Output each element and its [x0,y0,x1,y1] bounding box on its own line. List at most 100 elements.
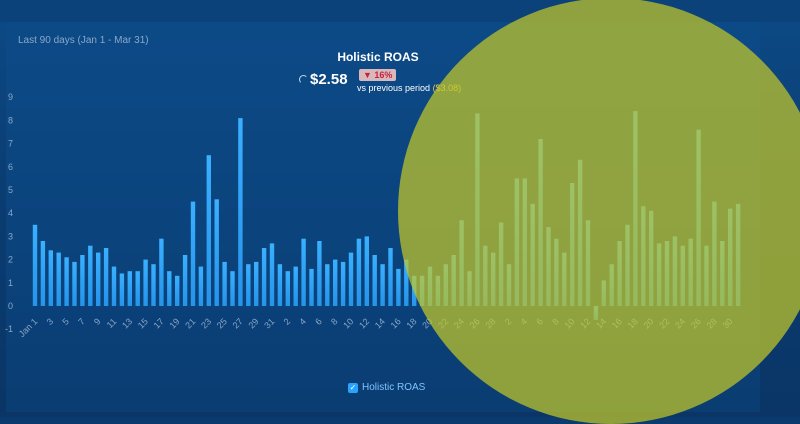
bar[interactable] [530,203,535,306]
bar[interactable] [585,220,591,306]
bar[interactable] [467,271,472,306]
bar[interactable] [475,113,480,307]
bar[interactable] [48,250,53,306]
bar[interactable] [151,264,156,306]
bar[interactable] [577,159,583,306]
bar[interactable] [380,264,385,306]
bar[interactable] [333,259,338,306]
bar[interactable] [175,275,180,306]
bar[interactable] [427,266,433,306]
bar[interactable] [206,155,211,306]
bar[interactable] [538,139,543,306]
bar[interactable] [633,111,638,306]
bar[interactable] [254,261,259,306]
bar[interactable] [293,266,298,306]
bar[interactable] [609,264,614,306]
bar[interactable] [72,261,77,306]
bar[interactable] [230,271,235,306]
bar[interactable] [301,238,306,306]
bar[interactable] [649,210,654,306]
bar[interactable] [735,203,741,306]
bar[interactable] [190,201,196,306]
bar[interactable] [261,248,267,306]
x-tick-label: 12 [578,316,592,330]
bar[interactable] [56,252,61,306]
bar[interactable] [459,220,464,306]
bar[interactable] [554,238,559,306]
bar[interactable] [396,268,401,306]
bar[interactable] [340,261,346,306]
bar[interactable] [570,183,575,306]
bar[interactable] [435,275,441,306]
bar[interactable] [546,227,551,306]
bar[interactable] [364,236,369,306]
bar[interactable] [656,243,662,306]
bar[interactable] [222,261,227,306]
bar[interactable] [704,245,709,306]
x-tick-label: 19 [167,316,181,330]
bar[interactable] [127,271,132,306]
bar[interactable] [593,306,599,320]
y-tick-label: -1 [5,324,13,334]
bar[interactable] [96,252,101,306]
bar[interactable] [506,264,512,306]
bar[interactable] [246,264,251,306]
bar[interactable] [664,241,670,306]
bar[interactable] [617,241,622,306]
bar[interactable] [348,252,354,306]
bar[interactable] [514,178,520,306]
bar[interactable] [135,271,140,306]
bar[interactable] [167,271,172,306]
bar[interactable] [625,224,630,306]
bar[interactable] [285,271,290,306]
x-tick-label: 9 [92,316,103,327]
bar[interactable] [688,238,693,306]
bar[interactable] [412,275,417,306]
bar[interactable] [419,275,425,306]
bar[interactable] [88,245,93,306]
bar[interactable] [309,268,314,306]
bar[interactable] [443,264,448,306]
bar[interactable] [372,255,377,306]
bar[interactable] [40,241,46,306]
bar[interactable] [672,236,678,306]
bar[interactable] [32,224,38,306]
bar[interactable] [483,245,488,306]
bar[interactable] [680,245,685,306]
bar[interactable] [269,243,275,306]
bar[interactable] [159,238,164,306]
bar[interactable] [562,252,567,306]
bar[interactable] [388,248,393,306]
bar[interactable] [498,222,504,307]
bar[interactable] [451,255,456,306]
bar[interactable] [720,241,725,306]
bar[interactable] [522,178,527,306]
bar[interactable] [491,252,496,306]
bar[interactable] [696,129,701,306]
bar[interactable] [641,206,646,306]
legend-label: Holistic ROAS [362,382,426,393]
bar[interactable] [712,201,717,306]
bar[interactable] [198,266,204,306]
bar[interactable] [404,259,409,306]
bar[interactable] [111,266,117,306]
bar[interactable] [728,208,733,306]
x-tick-label: Jan 1 [17,316,40,339]
bar[interactable] [356,238,362,306]
bar[interactable] [103,248,109,306]
bar[interactable] [119,273,125,307]
bar[interactable] [143,259,148,306]
bar[interactable] [182,255,188,306]
bar[interactable] [64,257,69,306]
bar[interactable] [601,280,606,307]
compare-label: vs previous period [357,83,431,93]
bar[interactable] [317,241,322,306]
bar[interactable] [277,264,283,306]
legend-item[interactable]: ✓ Holistic ROAS [348,382,425,393]
x-tick-label: 2 [503,316,514,327]
bar[interactable] [238,118,243,306]
bar[interactable] [325,264,330,306]
checkbox-checked-icon[interactable]: ✓ [348,382,358,393]
bar[interactable] [80,255,85,306]
bar[interactable] [214,199,219,306]
